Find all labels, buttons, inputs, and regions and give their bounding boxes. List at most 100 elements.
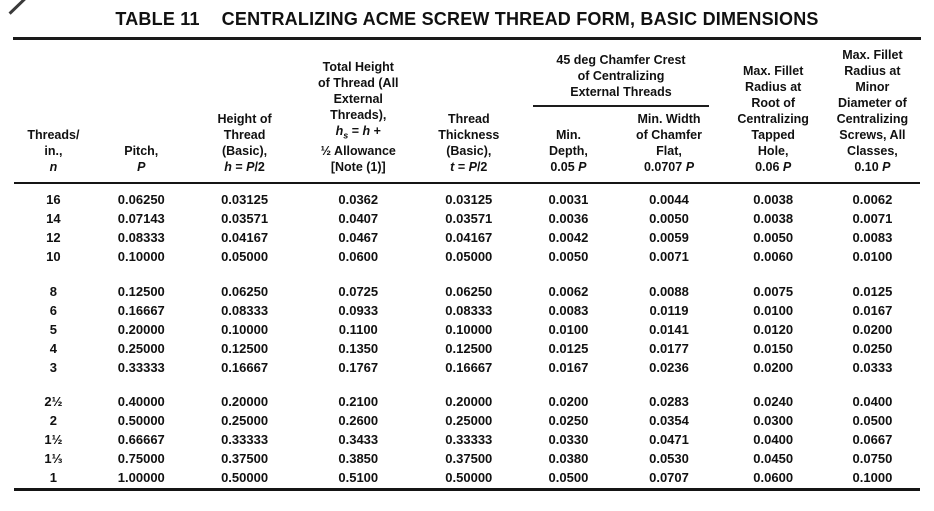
column-header-min-depth: Min. Depth, 0.05 P [520,107,617,184]
cell-threads-per-inch: 2½ [44,394,63,409]
cell-min-depth: 0.0330 [548,432,589,447]
cell-max-fillet-radius-root: 0.0400 [753,432,794,447]
cell-min-depth: 0.0036 [548,211,589,226]
cell-max-fillet-radius-minor: 0.0167 [852,302,893,318]
cell-threads-per-inch: 4 [49,340,58,356]
column-header-threads-per-inch: Threads/in., n [14,40,93,184]
cell-pitch: 0.25000 [117,340,165,356]
cell-max-fillet-radius-root: 0.0075 [753,283,794,299]
table-row: 8 0.12500 0.06250 0.0725 0.06250 0.0062 0.0088… [14,281,920,302]
cell-thread-thickness: 0.50000 [445,470,493,485]
cell-max-fillet-radius-minor: 0.0500 [852,413,893,428]
cell-total-height-of-thread: 0.0407 [338,211,379,226]
cell-total-height-of-thread: 0.0362 [338,192,379,207]
cell-max-fillet-radius-minor: 0.0125 [852,283,893,299]
cell-thread-thickness: 0.08333 [445,302,493,318]
cell-min-width-of-chamfer-flat: 0.0283 [649,394,689,409]
cell-min-depth: 0.0100 [548,321,589,337]
cell-min-width-of-chamfer-flat: 0.0177 [649,340,689,356]
cell-total-height-of-thread: 0.3850 [338,451,379,466]
cell-height-of-thread: 0.16667 [221,359,269,375]
cell-min-depth: 0.0200 [548,394,589,409]
cell-total-height-of-thread: 0.5100 [338,470,379,485]
cell-min-depth: 0.0083 [548,302,589,318]
cell-threads-per-inch: 14 [46,211,61,226]
cell-thread-thickness: 0.06250 [445,283,493,299]
cell-max-fillet-radius-minor: 0.0250 [852,340,893,356]
column-header-thread-thickness: Thread Thickness (Basic), t = P/2 [417,40,521,184]
cell-thread-thickness: 0.03125 [445,192,493,207]
cell-min-width-of-chamfer-flat: 0.0088 [649,283,689,299]
group-spacer-row [14,267,920,281]
cell-pitch: 0.12500 [117,283,165,299]
cell-min-width-of-chamfer-flat: 0.0044 [649,192,689,207]
cell-min-width-of-chamfer-flat: 0.0071 [649,249,689,264]
table-row: 1½ 0.66667 0.33333 0.3433 0.33333 0.0330 0.047… [14,431,920,450]
column-header-max-fillet-radius-minor: Max. Fillet Radius at Minor Diameter of Cent… [824,40,920,184]
cell-min-depth: 0.0500 [548,470,589,485]
cell-threads-per-inch: 6 [49,302,58,318]
cell-height-of-thread: 0.05000 [221,249,269,264]
span-header-chamfer-crest: 45 deg Chamfer Crest of Centralizing Exter… [520,40,721,107]
cell-thread-thickness: 0.25000 [445,413,493,428]
table-row: 2 0.50000 0.25000 0.2600 0.25000 0.0250 0.0354… [14,412,920,431]
cell-pitch: 0.06250 [117,192,165,207]
cell-max-fillet-radius-root: 0.0200 [753,359,794,375]
cell-pitch: 1.00000 [117,470,165,485]
cell-thread-thickness: 0.20000 [445,394,493,409]
cell-min-depth: 0.0250 [548,413,589,428]
cell-max-fillet-radius-root: 0.0050 [753,230,794,245]
cell-total-height-of-thread: 0.0467 [338,230,379,245]
cell-pitch: 0.08333 [117,230,165,245]
cell-pitch: 0.75000 [117,451,165,466]
group-spacer-row [14,377,920,391]
table-row: 6 0.16667 0.08333 0.0933 0.08333 0.0083 0.0119… [14,301,920,320]
cell-min-width-of-chamfer-flat: 0.0119 [649,302,689,318]
cell-min-width-of-chamfer-flat: 0.0354 [649,413,689,428]
cell-max-fillet-radius-root: 0.0100 [753,302,794,318]
acme-thread-dimensions-table: Threads/in., n Pitch, P Height of Thread (Basi… [14,40,920,491]
table-caption: CENTRALIZING ACME SCREW THREAD FORM, BAS… [221,9,819,29]
cell-threads-per-inch: 1 [49,470,58,485]
cell-threads-per-inch: 10 [46,249,61,264]
cell-max-fillet-radius-minor: 0.0667 [852,432,893,447]
cell-min-width-of-chamfer-flat: 0.0707 [649,470,689,485]
cell-total-height-of-thread: 0.3433 [338,432,379,447]
cell-max-fillet-radius-root: 0.0150 [753,340,794,356]
cell-total-height-of-thread: 0.1767 [338,359,379,375]
cell-threads-per-inch: 16 [46,192,61,207]
cell-total-height-of-thread: 0.2600 [338,413,379,428]
cell-pitch: 0.10000 [117,249,165,264]
table-number: TABLE 11 [115,9,200,29]
table-body: 16 0.06250 0.03125 0.0362 0.03125 0.0031 0.004… [14,183,920,489]
cell-threads-per-inch: 1⅓ [44,451,63,466]
cell-threads-per-inch: 3 [49,359,58,375]
table-row: 14 0.07143 0.03571 0.0407 0.03571 0.0036 0.005… [14,210,920,229]
cell-total-height-of-thread: 0.0725 [338,283,379,299]
cell-max-fillet-radius-minor: 0.0100 [852,249,893,264]
cell-max-fillet-radius-root: 0.0060 [753,249,794,264]
cell-max-fillet-radius-minor: 0.0200 [852,321,893,337]
cell-height-of-thread: 0.37500 [221,451,269,466]
cell-pitch: 0.07143 [117,211,165,226]
cell-max-fillet-radius-root: 0.0038 [753,192,794,207]
cell-threads-per-inch: 5 [49,321,58,337]
cell-total-height-of-thread: 0.0600 [338,249,379,264]
cell-total-height-of-thread: 0.0933 [338,302,379,318]
column-header-min-width-of-chamfer-flat: Min. Width of Chamfer Flat, 0.0707 P [616,107,722,184]
cell-height-of-thread: 0.03125 [221,192,269,207]
cell-thread-thickness: 0.10000 [445,321,493,337]
cell-min-depth: 0.0042 [548,230,589,245]
cell-max-fillet-radius-minor: 0.0071 [852,211,893,226]
table-row: 5 0.20000 0.10000 0.1100 0.10000 0.0100 0.0141… [14,320,920,339]
cell-max-fillet-radius-minor: 0.0062 [852,192,893,207]
cell-max-fillet-radius-root: 0.0300 [753,413,794,428]
cell-max-fillet-radius-root: 0.0450 [753,451,794,466]
table-row: 2½ 0.40000 0.20000 0.2100 0.20000 0.0200 0.028… [14,391,920,412]
cell-height-of-thread: 0.04167 [221,230,269,245]
cell-thread-thickness: 0.05000 [445,249,493,264]
cell-min-depth: 0.0062 [548,283,589,299]
column-header-max-fillet-radius-root: Max. Fillet Radius at Root of Centralizing T… [721,40,825,184]
cell-min-width-of-chamfer-flat: 0.0141 [649,321,689,337]
